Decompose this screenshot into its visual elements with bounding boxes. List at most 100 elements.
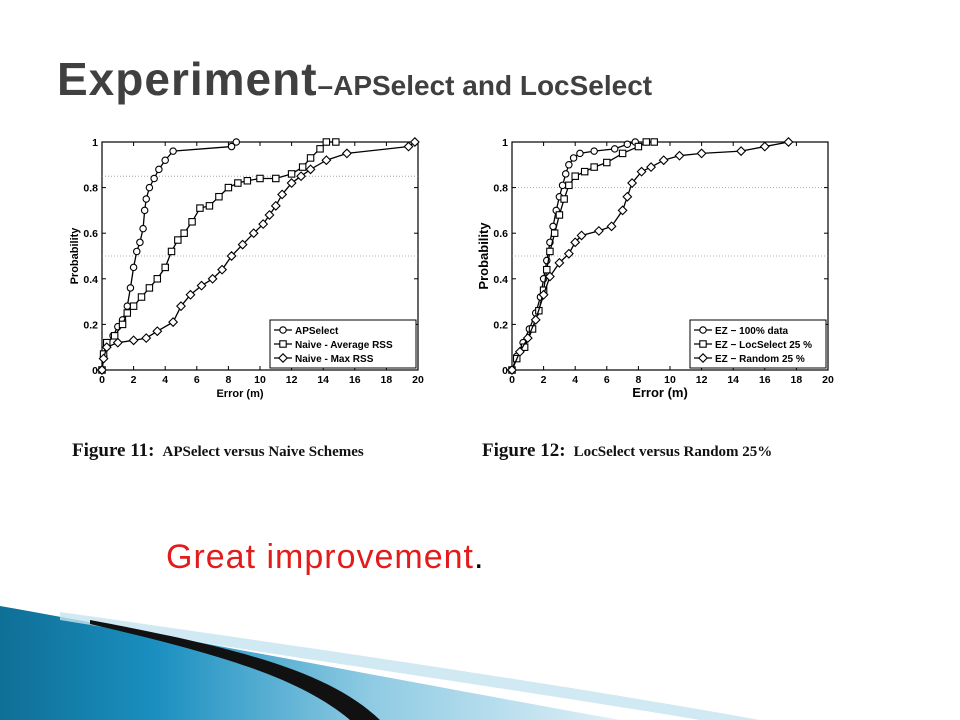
slide-title-sub: –APSelect and LocSelect: [317, 70, 653, 101]
data-point: [188, 218, 196, 226]
data-point: [141, 333, 152, 344]
legend-label: EZ − LocSelect 25 %: [715, 340, 812, 351]
x-tick-label: 20: [412, 374, 424, 386]
data-point: [207, 273, 218, 284]
y-tick-label: 0.4: [83, 274, 98, 286]
data-point: [544, 271, 555, 282]
data-point: [180, 229, 188, 237]
data-point: [565, 161, 573, 169]
data-point: [590, 163, 598, 171]
x-tick-label: 12: [696, 374, 708, 386]
data-point: [205, 202, 214, 210]
data-point: [232, 138, 241, 146]
data-point: [118, 320, 127, 329]
x-tick-label: 14: [727, 374, 739, 386]
data-point: [139, 224, 147, 233]
data-point: [403, 141, 414, 152]
data-point: [145, 284, 154, 292]
data-point: [674, 150, 685, 161]
legend-swatch-marker: [278, 353, 288, 363]
y-tick-label: 0.6: [83, 228, 98, 240]
chart-apselect: 0 2 4 6 8 10 12 14 16 18 20 0 0.2 0.4 0.6 0.8 1 Error (m)…: [69, 137, 424, 400]
data-point: [174, 236, 182, 244]
data-point: [136, 238, 144, 247]
data-point: [646, 162, 657, 173]
data-point: [264, 209, 275, 220]
data-point: [101, 342, 112, 353]
legend-swatch-marker: [699, 340, 707, 348]
data-point: [123, 309, 132, 317]
data-point: [234, 179, 242, 187]
series-2: [507, 137, 794, 375]
slide-title-main: Experiment: [57, 53, 318, 105]
data-point: [112, 337, 123, 348]
x-axis-label: Error (m): [216, 388, 263, 400]
x-tick-label: 18: [381, 374, 393, 386]
legend-box: [689, 319, 827, 369]
data-point: [580, 167, 589, 176]
data-point: [316, 145, 324, 153]
data-point: [272, 174, 280, 183]
improvement-note-period: .: [474, 538, 485, 576]
data-point: [161, 263, 169, 272]
data-point: [558, 181, 567, 190]
data-point: [152, 326, 163, 337]
figure-11-caption-text: APSelect versus Naive Schemes: [162, 444, 364, 460]
data-point: [341, 148, 352, 159]
figure-11-label: Figure 11:: [72, 440, 155, 461]
x-tick-label: 2: [131, 374, 137, 386]
figure-12-caption-text: LocSelect versus Random 25%: [573, 444, 773, 460]
data-point: [332, 138, 340, 146]
data-point: [306, 154, 315, 162]
data-point: [610, 145, 619, 153]
data-point: [217, 264, 228, 275]
figure-12: 0 2 4 6 8 10 12 14 16 18 20 0 0.2 0.4 0.6 0.8 1 Error (m)…: [470, 128, 840, 461]
data-point: [622, 191, 633, 202]
data-point: [227, 142, 236, 151]
data-point: [286, 178, 297, 189]
legend: EZ − 100% data EZ − LocSelect 25 % EZ − Ra…: [689, 319, 827, 369]
data-point: [322, 138, 331, 146]
data-point: [409, 137, 420, 147]
x-tick-label: 10: [664, 374, 676, 386]
x-axis-label: Error (m): [632, 385, 688, 400]
x-tick-label: 8: [225, 374, 231, 386]
data-point: [226, 251, 237, 261]
data-point: [110, 332, 119, 340]
data-point: [296, 171, 307, 182]
swoosh-dark-line: [90, 620, 380, 720]
data-point: [215, 192, 223, 201]
chart-locselect: 0 2 4 6 8 10 12 14 16 18 20 0 0.2 0.4 0.6 0.8 1 Error (m)…: [476, 137, 834, 400]
data-point: [759, 141, 770, 152]
y-tick-label: 1: [502, 137, 508, 149]
y-tick-label: 0.4: [493, 274, 508, 286]
data-point: [196, 280, 207, 291]
data-point: [570, 237, 581, 248]
data-point: [696, 148, 707, 159]
data-point: [97, 365, 107, 375]
data-point: [593, 225, 604, 236]
data-point: [530, 314, 541, 325]
legend-swatch-marker: [279, 340, 287, 348]
data-point: [256, 174, 264, 183]
data-point: [603, 158, 611, 167]
data-point: [571, 172, 579, 180]
decorative-swoosh: [0, 606, 760, 720]
data-point: [538, 289, 549, 300]
y-tick-label: 0.2: [83, 319, 98, 331]
data-point: [576, 230, 587, 241]
legend-box: [269, 319, 417, 369]
data-point: [321, 155, 332, 166]
y-tick-label: 0.8: [83, 183, 98, 195]
x-tick-label: 2: [541, 374, 547, 386]
y-tick-label: 0.6: [493, 228, 508, 240]
x-tick-label: 16: [759, 374, 771, 386]
data-point: [145, 183, 154, 192]
figure-12-caption: Figure 12: LocSelect versus Random 25%: [482, 440, 772, 462]
data-point: [543, 265, 551, 274]
data-point: [169, 147, 177, 155]
y-tick-label: 0.8: [493, 183, 508, 195]
data-point: [155, 165, 163, 174]
legend-label: EZ − 100% data: [715, 326, 789, 337]
x-tick-label: 6: [194, 374, 200, 386]
